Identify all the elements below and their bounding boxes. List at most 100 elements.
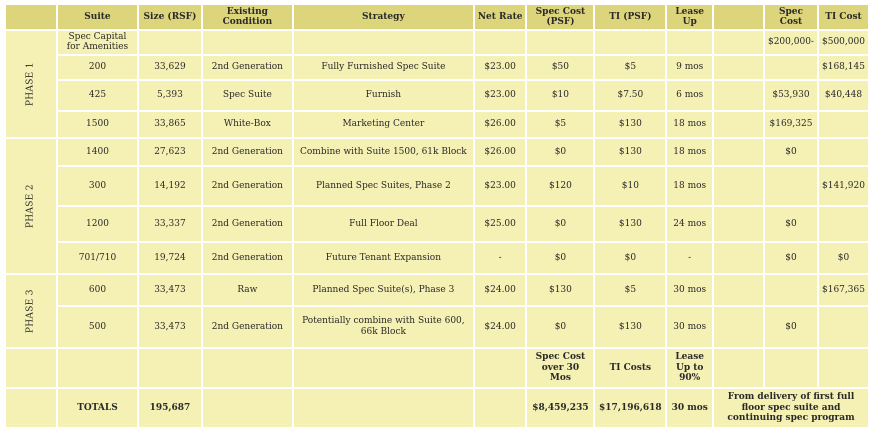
existing-cell: White-Box	[202, 111, 292, 137]
blank-cell	[714, 111, 763, 137]
net-rate-cell: $23.00	[474, 55, 526, 79]
blank-cell	[293, 348, 473, 387]
spec-cost-psf-cell: $0	[527, 138, 594, 165]
lease-up-cell: 30 mos	[667, 306, 713, 347]
blank-cell	[714, 206, 763, 241]
spec-cost-psf-cell: $0	[527, 242, 594, 273]
header-net-rate: Net Rate	[474, 5, 526, 29]
blank-cell	[714, 31, 763, 54]
blank-cell	[714, 138, 763, 165]
header-strategy: Strategy	[293, 5, 473, 29]
ti-cost-cell: $0	[818, 242, 868, 273]
net-rate-cell: $23.00	[474, 80, 526, 110]
lease-up-cell: 9 mos	[667, 55, 713, 79]
suite-cell: 500	[57, 306, 138, 347]
size-cell: 19,724	[139, 242, 201, 273]
strategy-cell: Potentially combine with Suite 600, 66k …	[293, 306, 473, 347]
phase-3-label: PHASE 3	[6, 274, 56, 347]
header-suite: Suite	[57, 5, 138, 29]
spec-cost-cell: $200,000-	[764, 31, 817, 54]
ti-psf-cell: $130	[595, 138, 666, 165]
header-existing-condition: Existing Condition	[202, 5, 292, 29]
header-spec-cost-psf: Spec Cost (PSF)	[527, 5, 594, 29]
totals-size: 195,687	[139, 388, 201, 427]
spec-cost-psf-cell: $130	[527, 274, 594, 305]
net-rate-cell: -	[474, 242, 526, 273]
existing-cell: 2nd Generation	[202, 242, 292, 273]
strategy-cell: Future Tenant Expansion	[293, 242, 473, 273]
net-rate-cell: $26.00	[474, 111, 526, 137]
table-row: PHASE 1 Spec Capital for Amenities $200,…	[6, 31, 868, 137]
table-row: 500 33,473 2nd Generation Potentially co…	[6, 306, 868, 347]
header-ti-psf: TI (PSF)	[595, 5, 666, 29]
net-rate-cell	[474, 31, 526, 54]
totals-row: TOTALS 195,687 $8,459,235 $17,196,618 30…	[6, 388, 868, 427]
summary-label-row: Spec Cost over 30 Mos TI Costs Lease Up …	[6, 348, 868, 387]
lease-up-cell	[667, 31, 713, 54]
size-cell: 5,393	[139, 80, 201, 110]
spec-cost-cell: $0	[764, 206, 817, 241]
spec-cost-cell: $0	[764, 138, 817, 165]
strategy-cell: Furnish	[293, 80, 473, 110]
strategy-cell: Full Floor Deal	[293, 206, 473, 241]
table-row: 1500 33,865 White-Box Marketing Center $…	[6, 111, 868, 137]
blank-cell	[714, 55, 763, 79]
table-row: 200 33,629 2nd Generation Fully Furnishe…	[6, 55, 868, 79]
suite-cell: 1500	[57, 111, 138, 137]
size-cell: 14,192	[139, 166, 201, 205]
net-rate-cell: $24.00	[474, 306, 526, 347]
spec-cost-cell	[764, 274, 817, 305]
header-blank-2	[714, 5, 763, 29]
ti-psf-cell: $130	[595, 206, 666, 241]
blank-cell	[714, 306, 763, 347]
existing-cell: 2nd Generation	[202, 138, 292, 165]
totals-spec-cost: $8,459,235	[527, 388, 594, 427]
size-cell: 33,473	[139, 274, 201, 305]
net-rate-cell: $24.00	[474, 274, 526, 305]
existing-cell: Raw	[202, 274, 292, 305]
spec-cost-psf-cell: $0	[527, 206, 594, 241]
blank-cell	[202, 388, 292, 427]
existing-cell: 2nd Generation	[202, 206, 292, 241]
net-rate-cell: $23.00	[474, 166, 526, 205]
header-row: Suite Size (RSF) Existing Condition Stra…	[6, 5, 868, 29]
spec-cost-over-label: Spec Cost over 30 Mos	[527, 348, 594, 387]
size-cell: 33,629	[139, 55, 201, 79]
header-lease-up: Lease Up	[667, 5, 713, 29]
spec-cost-psf-cell: $50	[527, 55, 594, 79]
suite-cell: 701/710	[57, 242, 138, 273]
suite-cell: Spec Capital for Amenities	[57, 31, 138, 54]
size-cell: 33,473	[139, 306, 201, 347]
ti-cost-cell	[818, 111, 868, 137]
ti-psf-cell: $10	[595, 166, 666, 205]
size-cell: 33,865	[139, 111, 201, 137]
existing-cell: 2nd Generation	[202, 166, 292, 205]
totals-ti-cost: $17,196,618	[595, 388, 666, 427]
blank-cell	[474, 388, 526, 427]
existing-cell: 2nd Generation	[202, 306, 292, 347]
blank-cell	[293, 388, 473, 427]
ti-psf-cell: $130	[595, 306, 666, 347]
totals-label: TOTALS	[57, 388, 138, 427]
ti-cost-cell: $168,145	[818, 55, 868, 79]
ti-psf-cell: $7.50	[595, 80, 666, 110]
header-blank	[6, 5, 56, 29]
blank-cell	[714, 80, 763, 110]
totals-note: From delivery of first full floor spec s…	[714, 388, 868, 427]
ti-cost-cell: $40,448	[818, 80, 868, 110]
ti-costs-label: TI Costs	[595, 348, 666, 387]
strategy-cell: Combine with Suite 1500, 61k Block	[293, 138, 473, 165]
lease-up-to-label: Lease Up to 90%	[667, 348, 713, 387]
blank-cell	[57, 348, 138, 387]
suite-cell: 1200	[57, 206, 138, 241]
blank-cell	[139, 348, 201, 387]
ti-cost-cell	[818, 306, 868, 347]
ti-cost-cell: $141,920	[818, 166, 868, 205]
header-size: Size (RSF)	[139, 5, 201, 29]
spec-cost-cell: $0	[764, 242, 817, 273]
table-row: 701/710 19,724 2nd Generation Future Ten…	[6, 242, 868, 273]
lease-up-cell: -	[667, 242, 713, 273]
existing-cell: 2nd Generation	[202, 55, 292, 79]
ti-psf-cell: $5	[595, 55, 666, 79]
strategy-cell: Planned Spec Suite(s), Phase 3	[293, 274, 473, 305]
